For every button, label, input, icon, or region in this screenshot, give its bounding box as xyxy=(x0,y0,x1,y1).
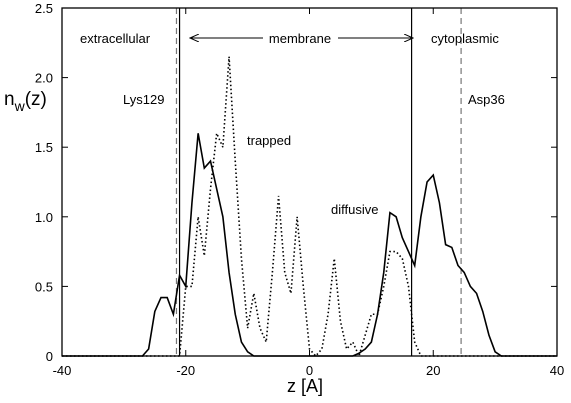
y-tick-label: 0.5 xyxy=(35,279,53,294)
y-tick-label: 2.0 xyxy=(35,71,53,86)
annotation: Asp36 xyxy=(468,92,505,107)
series-label: trapped xyxy=(247,133,291,148)
plot-frame xyxy=(61,7,558,357)
x-tick-label: 0 xyxy=(306,363,313,378)
x-tick-label: 40 xyxy=(550,363,564,378)
y-tick-label: 2.5 xyxy=(35,1,53,16)
annotation: membrane xyxy=(269,31,331,46)
series-label: diffusive xyxy=(331,202,378,217)
y-tick-label: 1.5 xyxy=(35,140,53,155)
annotation: cytoplasmic xyxy=(431,31,499,46)
annotation: Lys129 xyxy=(123,92,164,107)
y-tick-label: 1.0 xyxy=(35,210,53,225)
x-tick-label: -20 xyxy=(176,363,195,378)
y-axis-label: nw(z) xyxy=(4,89,47,114)
x-tick-label: -40 xyxy=(53,363,72,378)
y-tick-label: 0 xyxy=(46,349,53,364)
x-axis-label: z [A] xyxy=(287,376,323,396)
annotation: extracellular xyxy=(80,31,151,46)
data-line xyxy=(62,133,557,357)
x-tick-label: 20 xyxy=(426,363,440,378)
